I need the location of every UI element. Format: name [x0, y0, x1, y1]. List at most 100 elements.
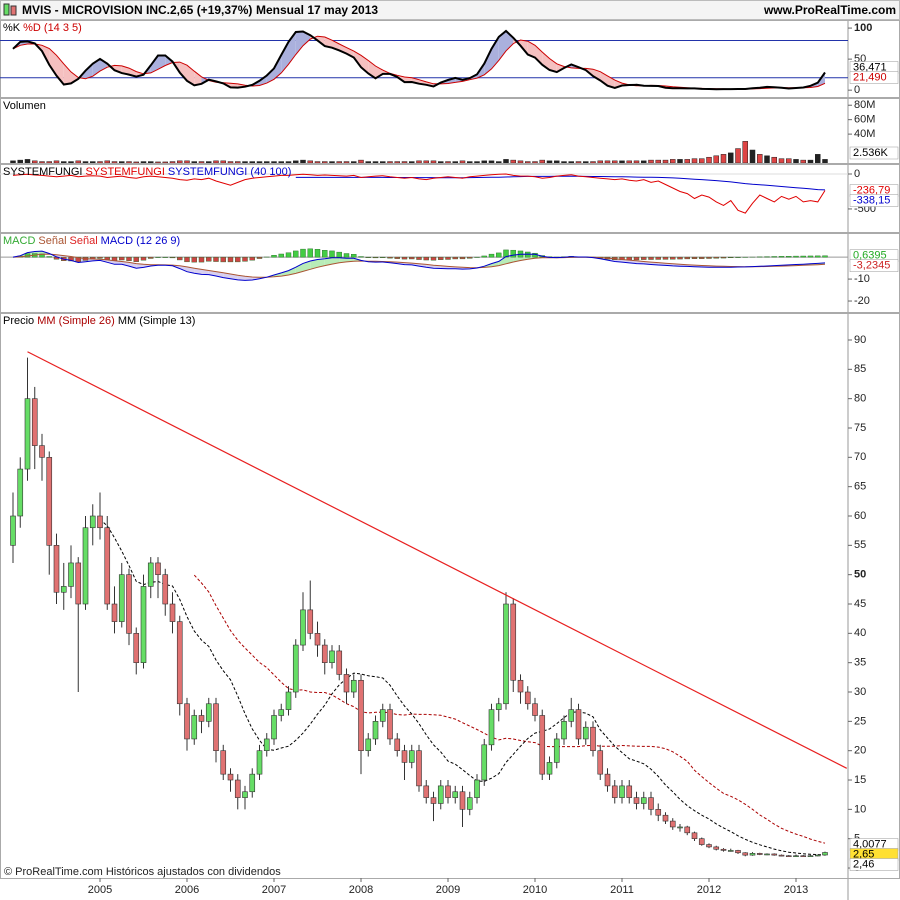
candle-body [155, 562, 161, 575]
panel-title: %D (14 3 5) [23, 22, 82, 34]
histogram-bar [691, 256, 698, 259]
volume-bar [351, 161, 357, 163]
readout-box [849, 858, 899, 871]
macd-fill [310, 259, 318, 270]
stoch-fill [527, 41, 535, 58]
volume-bar [394, 161, 400, 163]
stoch-fill [114, 65, 122, 74]
signal-line [12, 253, 826, 278]
sma13-line [99, 518, 826, 856]
volume-bar [343, 161, 350, 163]
stoch-fill [194, 71, 202, 86]
candle-body [111, 603, 118, 622]
volume-bar [481, 160, 487, 163]
volume-bar [387, 161, 393, 163]
candle-body [785, 855, 792, 858]
volume-bar [184, 160, 190, 163]
stoch-fill [404, 77, 412, 83]
panel-title: MM (Simple 13) [118, 315, 196, 327]
y-tick-label: 55 [854, 539, 866, 551]
volume-bar [474, 161, 480, 163]
candle-body [205, 703, 212, 722]
candle-body [423, 785, 430, 798]
volume-bar [742, 141, 748, 163]
x-tick-label: 2007 [262, 884, 286, 896]
candle-body [524, 691, 531, 705]
volume-bar [583, 161, 589, 163]
volume-bar [496, 161, 502, 163]
candle-body [249, 773, 256, 793]
volume-bar [793, 159, 799, 163]
y-tick-label: 0 [854, 84, 860, 96]
candle-body [481, 744, 488, 781]
volume-bar [488, 160, 495, 163]
macd-fill [498, 256, 506, 266]
histogram-bar [699, 256, 705, 259]
candle-body [553, 738, 560, 763]
candle-body [53, 545, 60, 593]
candle-body [655, 809, 662, 816]
macd-fill [332, 257, 340, 265]
header-icon [3, 3, 10, 16]
candle-body [184, 703, 190, 740]
plot [0, 29, 848, 91]
candle-body [677, 826, 683, 829]
macd-fill [281, 270, 289, 277]
histogram-bar [481, 255, 487, 258]
readout-box [849, 146, 899, 160]
histogram-bar [510, 249, 516, 258]
candle-body [31, 398, 38, 446]
period: Mensual 17 may 2013 [256, 3, 378, 17]
candle-body [256, 750, 263, 775]
y-tick-label: 90 [854, 334, 866, 346]
histogram-bar [409, 256, 415, 260]
y-tick-label: 100 [854, 22, 872, 34]
volume-bar [670, 159, 676, 163]
volume-bar [264, 161, 270, 163]
macd-fill [129, 262, 137, 269]
stoch-fill [121, 65, 129, 75]
histogram-bar [177, 256, 183, 261]
candle-body [800, 855, 807, 858]
y-tick-label: 25 [854, 715, 866, 727]
histogram-bar [242, 256, 248, 262]
candle-body [648, 797, 654, 810]
candle-body [720, 848, 727, 851]
candle-body [263, 738, 270, 751]
candle-body [147, 562, 154, 587]
histogram-bar [394, 256, 400, 259]
histogram-bar [459, 256, 466, 260]
volume-bar [691, 158, 698, 163]
candle-body [698, 838, 705, 845]
histogram-bar [445, 256, 451, 260]
y-tick-label: 10 [854, 803, 866, 815]
candle-body [75, 562, 82, 605]
candle-body [814, 854, 821, 857]
readout-label: 36,471 [853, 61, 887, 73]
histogram-bar [235, 256, 241, 263]
candle-body [619, 785, 625, 798]
volume-bar [61, 161, 67, 163]
candle-body [684, 826, 691, 834]
volume-bar [104, 160, 110, 163]
volume-bar [575, 161, 582, 163]
candle-body [126, 574, 132, 634]
panel-title: Precio [3, 315, 34, 327]
stoch-fill [491, 36, 499, 69]
stoch-fill [266, 68, 274, 84]
panel: 051015202530354045505560657075808590Prec… [0, 313, 900, 879]
volume-bar [416, 160, 422, 163]
volume-bar [764, 155, 770, 163]
volume-bar [75, 160, 81, 163]
volume-bar [285, 161, 292, 163]
volume-bar [546, 160, 553, 163]
x-tick-label: 2006 [175, 884, 199, 896]
candle-body [300, 609, 306, 646]
stoch-fill [346, 47, 354, 58]
candle-body [546, 762, 553, 775]
candle-body [452, 791, 459, 798]
y-tick-label: 60 [854, 510, 866, 522]
macd-fill [230, 273, 238, 280]
